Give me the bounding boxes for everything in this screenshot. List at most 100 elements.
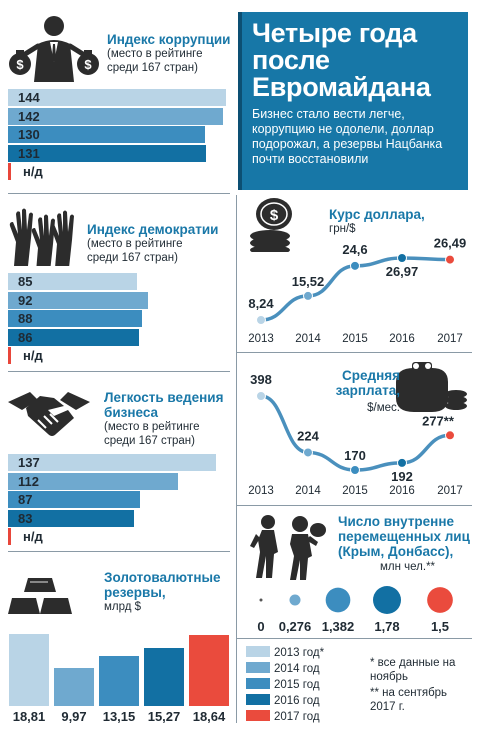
reserve-value-2013: 18,81 [12,709,46,724]
divider [8,371,230,372]
idp-dot-2015 [325,587,351,613]
divider [236,352,472,353]
idp-value-2013: 0 [257,619,264,634]
bar-2014: 112 [8,472,179,490]
svg-text:$: $ [16,57,24,72]
value-label-2015: 170 [344,448,366,463]
corruption-subtitle: (место в рейтинге среди 167 стран) [107,48,203,74]
bar-2015: 88 [8,310,142,327]
legend-label: 2014 год [274,663,320,675]
point-2015 [350,260,360,271]
businessman-money-bags-icon: $ $ [9,16,99,82]
legend-item: 2017 год [246,710,320,723]
legend-item: 2013 год* [246,646,324,659]
bar-2016: 83 [8,509,134,527]
point-2017 [445,254,455,265]
tick-2014: 2014 [295,333,321,345]
business-title: Легкость ведения бизнеса [104,390,224,420]
legend-item: 2015 год [246,678,320,691]
tick-2017: 2017 [437,485,463,497]
value-label-2014: 15,52 [292,274,325,289]
point-2016 [397,457,407,468]
gold-bars-icon [8,578,72,614]
salary-unit: $/мес. [367,402,400,414]
tick-2014: 2014 [295,485,321,497]
tick-2016: 2016 [389,333,415,345]
reserve-bar-2015 [99,655,139,706]
tick-2015: 2015 [342,485,368,497]
legend-swatch [246,694,270,705]
coin-stack-icon: $ [250,198,292,252]
dollar-chart: 8,24 2013 15,52 2014 24,6 2015 26,97 2016 26,49 2… [248,238,467,345]
note-all-data: * все данные на ноябрь [370,657,456,683]
reserve-bar-2013 [9,634,49,706]
bar-2015: 87 [8,491,141,508]
legend-swatch [246,662,270,673]
point-2013 [256,315,266,325]
refugees-icon [250,515,326,580]
bar-2016: 86 [8,328,139,346]
bar-2015: 130 [8,126,205,143]
tick-2015: 2015 [342,333,368,345]
point-2014 [303,290,313,301]
legend-swatch [246,646,270,657]
column-divider [236,195,237,723]
divider [236,505,472,506]
reserves-title: Золотовалютные резервы, [104,570,221,600]
democracy-subtitle: (место в рейтинге среди 167 стран) [87,238,183,264]
divider [236,638,472,639]
idp-value-2014: 0,276 [279,619,312,634]
reserve-value-2017: 18,64 [192,709,226,724]
value-label-2015: 24,6 [342,242,367,257]
headline-title: Четыре года после Евромайдана [252,18,431,102]
reserve-bar-2014 [54,667,94,706]
reserve-bar-2016 [144,647,184,706]
na-label: н/д [8,163,43,180]
bar-2016: 131 [8,144,207,162]
note-september: ** на сентябрь 2017 г. [370,687,448,713]
divider [8,551,230,552]
point-2013 [256,391,266,401]
legend-label: 2016 год [274,695,320,707]
idp-dot-2017 [427,587,453,613]
idp-chart: 0 0,276 1,382 1,78 1,5 [257,586,453,634]
handshake-icon [8,392,90,436]
corruption-title: Индекс коррупции [107,32,231,47]
tick-2016: 2016 [389,485,415,497]
svg-text:$: $ [84,57,92,72]
idp-value-2015: 1,382 [322,619,355,634]
legend-label: 2017 год [274,711,320,723]
bar-2013: 85 [8,273,138,290]
wallet-coins-icon [396,362,467,412]
business-subtitle: (место в рейтинге среди 167 стран) [104,421,200,447]
idp-value-2017: 1,5 [431,619,449,634]
idp-dot-2014 [289,594,301,606]
idp-dot-2013 [259,598,263,602]
legend-item: 2014 год [246,662,320,675]
reserves-unit: млрд $ [104,601,142,613]
legend-label: 2015 год [274,679,320,691]
tick-2017: 2017 [437,333,463,345]
value-label-2017: 277** [422,413,455,428]
tick-2013: 2013 [248,333,274,345]
tick-2013: 2013 [248,485,274,497]
legend-item: 2016 год [246,694,320,707]
divider [8,193,230,194]
point-2016 [397,253,407,263]
svg-text:$: $ [270,207,279,224]
democracy-title: Индекс демократии [87,222,219,237]
point-2015 [350,465,360,475]
legend-label: 2013 год* [274,647,325,659]
reserve-value-2015: 13,15 [102,709,136,724]
reserve-value-2016: 15,27 [147,709,181,724]
legend-swatch [246,678,270,689]
dollar-unit: грн/$ [329,223,356,235]
bar-2014: 142 [8,107,223,125]
na-label: н/д [8,528,43,545]
value-label-2017: 26,49 [434,238,467,251]
value-label-2016: 26,97 [386,264,419,279]
raised-hands-icon [9,208,74,266]
point-2014 [303,447,313,458]
idp-title: Число внутренне перемещенных лиц (Крым, … [338,514,470,559]
